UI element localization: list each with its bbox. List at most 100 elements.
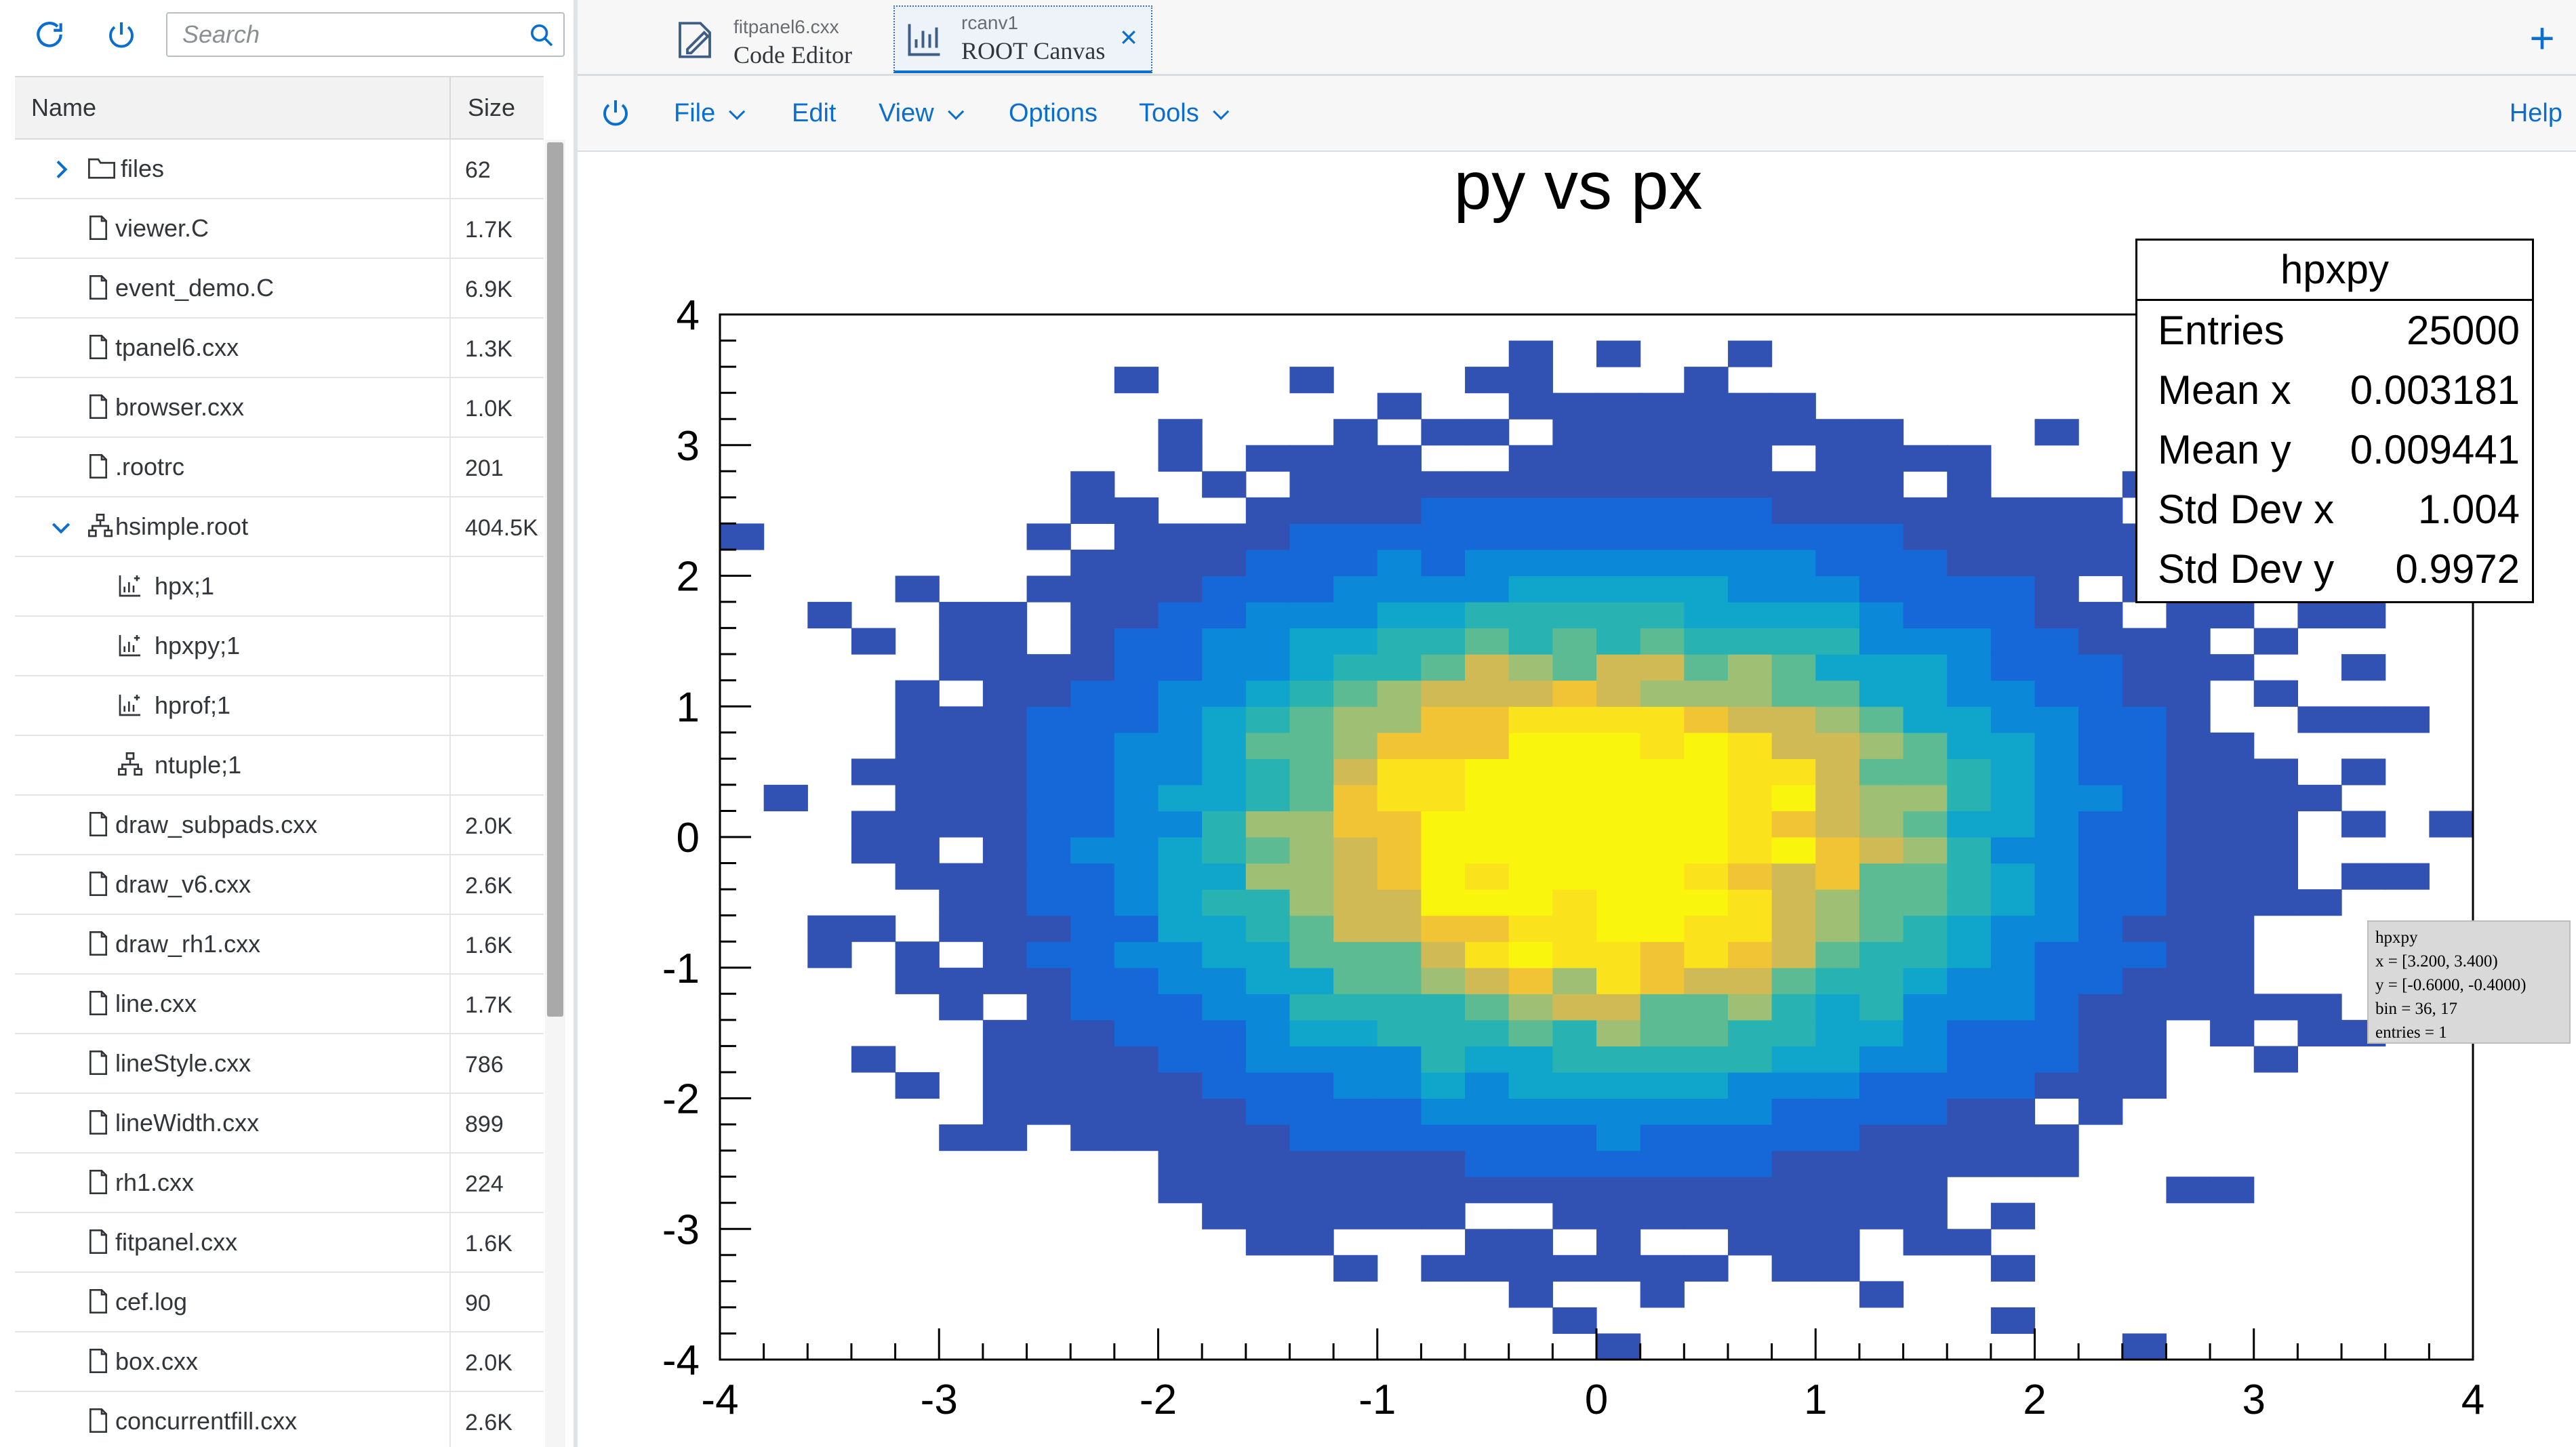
histogram-bin[interactable]	[1245, 628, 1291, 655]
histogram-bin[interactable]	[2166, 837, 2211, 864]
histogram-bin[interactable]	[1421, 784, 1466, 812]
histogram-bin[interactable]	[1421, 628, 1466, 655]
histogram-bin[interactable]	[2166, 654, 2211, 681]
histogram-bin[interactable]	[1508, 837, 1553, 864]
histogram-bin[interactable]	[1333, 941, 1378, 969]
histogram-bin[interactable]	[2034, 837, 2079, 864]
histogram-bin[interactable]	[1202, 680, 1247, 707]
histogram-bin[interactable]	[1465, 654, 1510, 681]
histogram-bin[interactable]	[1465, 967, 1510, 994]
histogram-bin[interactable]	[1158, 706, 1203, 733]
histogram-bin[interactable]	[1333, 523, 1378, 550]
histogram-bin[interactable]	[1990, 967, 2036, 994]
histogram-bin[interactable]	[1990, 1202, 2036, 1229]
histogram-bin[interactable]	[1727, 1072, 1773, 1099]
histogram-bin[interactable]	[1158, 1124, 1203, 1152]
histogram-bin[interactable]	[1947, 706, 1992, 733]
histogram-bin[interactable]	[2122, 941, 2167, 969]
tree-row[interactable]: browser.cxx 1.0K	[15, 378, 544, 438]
histogram-bin[interactable]	[2078, 680, 2123, 707]
histogram-bin[interactable]	[2078, 915, 2123, 942]
histogram-bin[interactable]	[1333, 863, 1378, 890]
histogram-bin[interactable]	[1859, 994, 1904, 1021]
histogram-bin[interactable]	[1771, 837, 1816, 864]
histogram-bin[interactable]	[1815, 471, 1860, 498]
histogram-bin[interactable]	[939, 1124, 984, 1152]
histogram-bin[interactable]	[1377, 1046, 1422, 1073]
histogram-bin[interactable]	[1727, 1046, 1773, 1073]
histogram-bin[interactable]	[1771, 497, 1816, 524]
histogram-bin[interactable]	[939, 994, 984, 1021]
histogram-bin[interactable]	[2253, 994, 2298, 1021]
histogram-bin[interactable]	[939, 706, 984, 733]
tree-row[interactable]: draw_rh1.cxx 1.6K	[15, 915, 544, 975]
tree-row[interactable]: tpanel6.cxx 1.3K	[15, 319, 544, 378]
histogram-bin[interactable]	[1070, 602, 1115, 629]
histogram-bin[interactable]	[2122, 1046, 2167, 1073]
histogram-bin[interactable]	[1596, 1098, 1641, 1125]
histogram-bin[interactable]	[1684, 994, 1729, 1021]
tree-row[interactable]: hsimple.root 404.5K	[15, 497, 544, 557]
histogram-bin[interactable]	[1377, 863, 1422, 890]
histogram-bin[interactable]	[1903, 837, 1948, 864]
histogram-bin[interactable]	[2210, 967, 2255, 994]
histogram-bin[interactable]	[1508, 1177, 1553, 1204]
histogram-bin[interactable]	[1202, 811, 1247, 838]
histogram-bin[interactable]	[1508, 941, 1553, 969]
histogram-bin[interactable]	[1202, 967, 1247, 994]
histogram-bin[interactable]	[1070, 967, 1115, 994]
histogram-bin[interactable]	[1640, 1150, 1685, 1177]
histogram-bin[interactable]	[2166, 811, 2211, 838]
histogram-bin[interactable]	[1465, 784, 1510, 812]
histogram-bin[interactable]	[1114, 549, 1159, 577]
histogram-bin[interactable]	[895, 941, 940, 969]
histogram-bin[interactable]	[1640, 392, 1685, 420]
histogram-bin[interactable]	[1070, 732, 1115, 759]
histogram-bin[interactable]	[982, 758, 1028, 786]
histogram-bin[interactable]	[1245, 602, 1291, 629]
tree-row[interactable]: lineWidth.cxx 899	[15, 1094, 544, 1154]
histogram-bin[interactable]	[895, 706, 940, 733]
histogram-bin[interactable]	[1727, 941, 1773, 969]
histogram-bin[interactable]	[1202, 1072, 1247, 1099]
histogram-bin[interactable]	[1245, 1202, 1291, 1229]
histogram-bin[interactable]	[1640, 628, 1685, 655]
histogram-bin[interactable]	[1333, 419, 1378, 446]
histogram-bin[interactable]	[1815, 1098, 1860, 1125]
histogram-bin[interactable]	[1552, 419, 1597, 446]
histogram-bin[interactable]	[807, 915, 852, 942]
histogram-bin[interactable]	[851, 628, 896, 655]
histogram-bin[interactable]	[1859, 837, 1904, 864]
histogram-bin[interactable]	[1552, 967, 1597, 994]
histogram-bin[interactable]	[1727, 628, 1773, 655]
histogram-bin[interactable]	[1859, 941, 1904, 969]
histogram-bin[interactable]	[2034, 628, 2079, 655]
histogram-bin[interactable]	[1684, 1202, 1729, 1229]
histogram-bin[interactable]	[1070, 994, 1115, 1021]
histogram-bin[interactable]	[1421, 863, 1466, 890]
histogram-bin[interactable]	[1289, 1019, 1334, 1046]
histogram-bin[interactable]	[939, 811, 984, 838]
histogram-bin[interactable]	[1421, 1019, 1466, 1046]
histogram-bin[interactable]	[1508, 1098, 1553, 1125]
histogram-bin[interactable]	[1465, 1150, 1510, 1177]
histogram-bin[interactable]	[1947, 732, 1992, 759]
histogram-bin[interactable]	[1903, 575, 1948, 603]
histogram-bin[interactable]	[1640, 654, 1685, 681]
histogram-bin[interactable]	[1859, 680, 1904, 707]
histogram-bin[interactable]	[1815, 941, 1860, 969]
histogram-bin[interactable]	[1333, 889, 1378, 916]
histogram-bin[interactable]	[1026, 575, 1071, 603]
histogram-bin[interactable]	[1026, 680, 1071, 707]
histogram-bin[interactable]	[2078, 523, 2123, 550]
histogram-bin[interactable]	[1114, 1072, 1159, 1099]
histogram-bin[interactable]	[1289, 575, 1334, 603]
histogram-bin[interactable]	[2166, 628, 2211, 655]
histogram-bin[interactable]	[1947, 758, 1992, 786]
histogram-bin[interactable]	[1070, 941, 1115, 969]
histogram-bin[interactable]	[1990, 654, 2036, 681]
histogram-bin[interactable]	[1114, 1046, 1159, 1073]
histogram-bin[interactable]	[2210, 889, 2255, 916]
histogram-bin[interactable]	[1421, 811, 1466, 838]
tree-row[interactable]: .rootrc 201	[15, 438, 544, 497]
